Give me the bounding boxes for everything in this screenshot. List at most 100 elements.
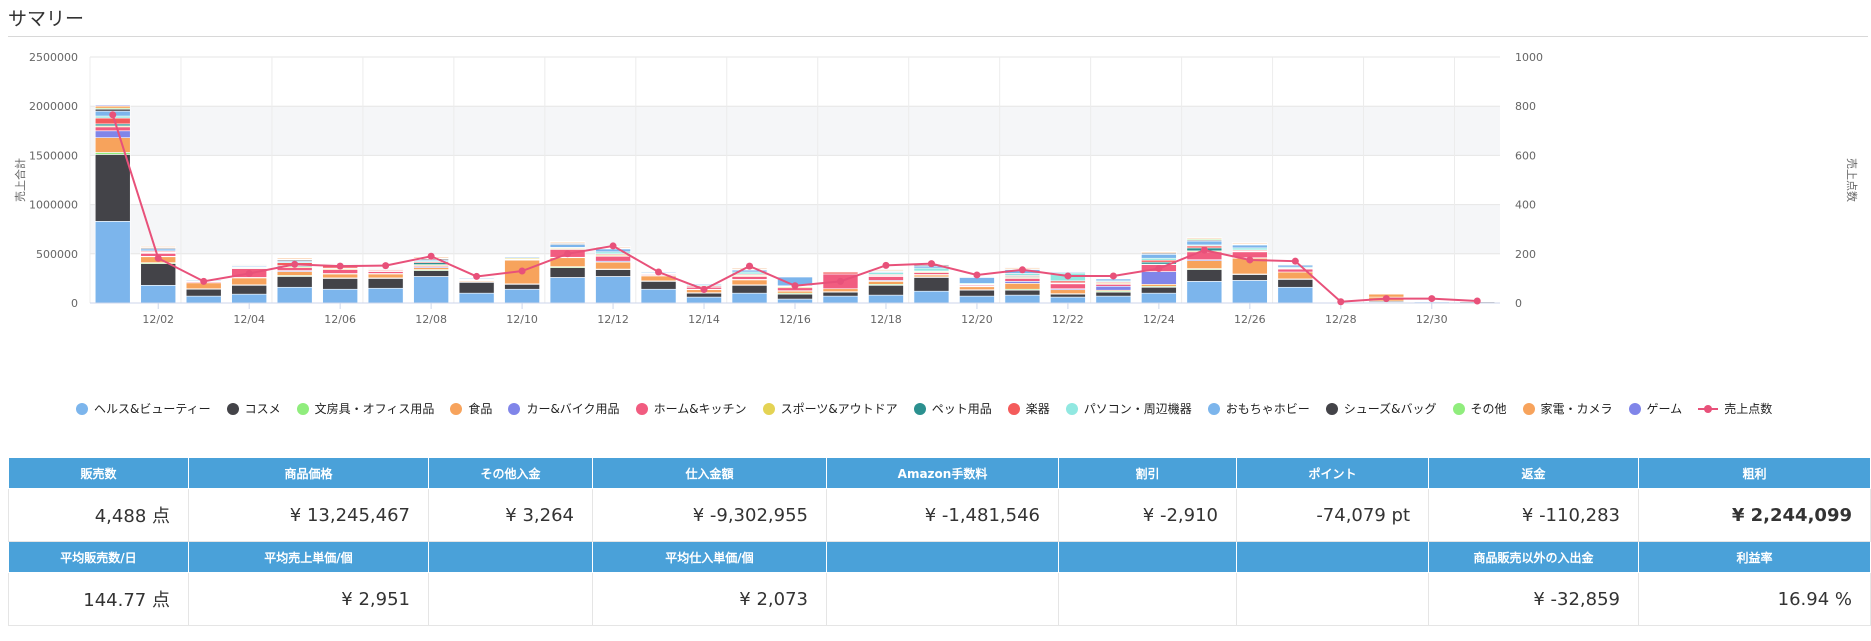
legend-item[interactable]: 楽器: [1007, 400, 1050, 417]
x-tick-label: 12/14: [688, 313, 720, 326]
legend-item[interactable]: ゲーム: [1628, 400, 1682, 417]
line-point: [1473, 297, 1481, 305]
legend-item[interactable]: 家電・カメラ: [1522, 400, 1613, 417]
header-amazon-fee: Amazon手数料: [826, 457, 1059, 489]
line-point: [609, 242, 617, 250]
legend-item[interactable]: 食品: [450, 400, 492, 417]
legend-item-line[interactable]: 売上点数: [1698, 400, 1772, 417]
bar-segment: [686, 296, 722, 304]
header-avg-sales-per-day: 平均販売数/日: [8, 541, 189, 573]
bar-segment: [1004, 278, 1041, 282]
y-right-axis-title: 売上点数: [1845, 158, 1858, 202]
value-empty-4: [1236, 572, 1429, 626]
line-point: [473, 272, 481, 280]
y-left-tick-label: 2500000: [29, 51, 78, 64]
legend-item[interactable]: 文房具・オフィス用品: [296, 400, 434, 417]
legend-item[interactable]: おもちゃホビー: [1207, 400, 1310, 417]
bar-segment: [959, 286, 995, 291]
bar-segment: [822, 288, 859, 292]
bar-segment: [1141, 292, 1177, 304]
line-point: [245, 269, 253, 277]
legend-color-dot: [450, 402, 463, 415]
legend-color-dot: [296, 402, 309, 415]
y-right-tick-label: 0: [1515, 297, 1522, 310]
bar-segment: [276, 267, 313, 271]
legend-color-dot: [76, 402, 88, 415]
line-point: [1337, 298, 1345, 306]
y-left-tick-label: 0: [71, 297, 78, 310]
legend-label: ホーム&キッチン: [653, 402, 747, 416]
header-empty-1: [428, 541, 593, 573]
bar-segment: [94, 154, 131, 222]
legend-label: ヘルス&ビューティー: [94, 402, 211, 416]
legend-item[interactable]: コスメ: [226, 400, 281, 417]
header-empty-2: [826, 541, 1059, 573]
legend-item[interactable]: その他: [1452, 400, 1507, 417]
line-point: [1018, 266, 1026, 274]
bar-segment: [1186, 269, 1223, 282]
header-avg-unit-price: 平均売上単価/個: [188, 541, 429, 573]
summary-header-row-1: 販売数 商品価格 その他入金 仕入金額 Amazon手数料 割引 ポイント 返金…: [8, 457, 1871, 489]
bar-segment: [413, 276, 449, 304]
legend-item[interactable]: ホーム&キッチン: [635, 400, 747, 417]
x-tick-label: 12/16: [779, 313, 811, 326]
header-empty-4: [1236, 541, 1429, 573]
line-point: [1109, 272, 1117, 280]
header-other-income: その他入金: [428, 457, 593, 489]
value-avg-unit-price: ¥ 2,951: [188, 572, 429, 626]
bar-segment: [1004, 283, 1041, 290]
bar-segment: [549, 267, 586, 278]
line-point: [291, 260, 299, 268]
bar-segment: [94, 117, 131, 125]
page-title: サマリー: [8, 8, 85, 30]
bar-segment: [322, 269, 358, 274]
chart-legend: ヘルス&ビューティー コスメ 文房具・オフィス用品 食品 カー&バイク用品 ホーム&キッチ…: [76, 400, 1856, 417]
bar-segment: [868, 276, 904, 281]
legend-label: コスメ: [244, 402, 281, 416]
line-point: [1064, 272, 1072, 280]
legend-color-dot: [1065, 402, 1078, 415]
line-point: [109, 111, 117, 119]
summary-table: 販売数 商品価格 その他入金 仕入金額 Amazon手数料 割引 ポイント 返金…: [8, 457, 1871, 626]
bar-segment: [367, 287, 404, 304]
title-divider: [8, 36, 1868, 37]
legend-label: 家電・カメラ: [1540, 402, 1613, 416]
line-point: [200, 277, 208, 285]
plot-band: [90, 106, 1500, 156]
bar-segment: [686, 292, 722, 298]
legend-item[interactable]: カー&バイク用品: [508, 400, 620, 417]
bar-segment: [322, 273, 358, 279]
legend-color-dot: [762, 402, 775, 415]
legend-item[interactable]: シューズ&バッグ: [1325, 400, 1437, 417]
legend-color-dot: [1207, 402, 1220, 415]
summary-value-row-2: 144.77 点 ¥ 2,951 ¥ 2,073 ¥ -32,859 16.94…: [8, 572, 1871, 626]
header-sales-count: 販売数: [8, 457, 189, 489]
bar-segment: [640, 288, 677, 304]
bar-segment: [1186, 281, 1223, 304]
bar-segment: [595, 261, 631, 270]
legend-item[interactable]: ヘルス&ビューティー: [76, 400, 211, 417]
value-refund: ¥ -110,283: [1428, 488, 1639, 542]
y-right-tick-label: 400: [1515, 199, 1536, 212]
legend-item[interactable]: ペット用品: [913, 400, 992, 417]
line-point: [1155, 265, 1163, 273]
line-point: [427, 252, 435, 260]
value-amazon-fee: ¥ -1,481,546: [826, 488, 1059, 542]
line-point: [1246, 256, 1254, 264]
x-tick-label: 12/26: [1234, 313, 1266, 326]
legend-line-marker: [1698, 403, 1719, 415]
legend-item[interactable]: パソコン・周辺機器: [1065, 400, 1192, 417]
bar-segment: [140, 263, 177, 286]
legend-color-dot: [1522, 402, 1535, 415]
legend-item[interactable]: スポーツ&アウトドア: [762, 400, 898, 417]
bar-segment: [1004, 289, 1041, 296]
legend-label: 売上点数: [1724, 402, 1773, 416]
x-tick-label: 12/06: [324, 313, 356, 326]
line-point: [564, 250, 572, 258]
bar-segment: [959, 289, 995, 297]
line-point: [1428, 295, 1436, 303]
bar-segment: [1186, 260, 1223, 269]
bar-segment: [458, 292, 495, 304]
summary-value-row-1: 4,488 点 ¥ 13,245,467 ¥ 3,264 ¥ -9,302,95…: [8, 488, 1871, 542]
bar-segment: [231, 293, 267, 304]
